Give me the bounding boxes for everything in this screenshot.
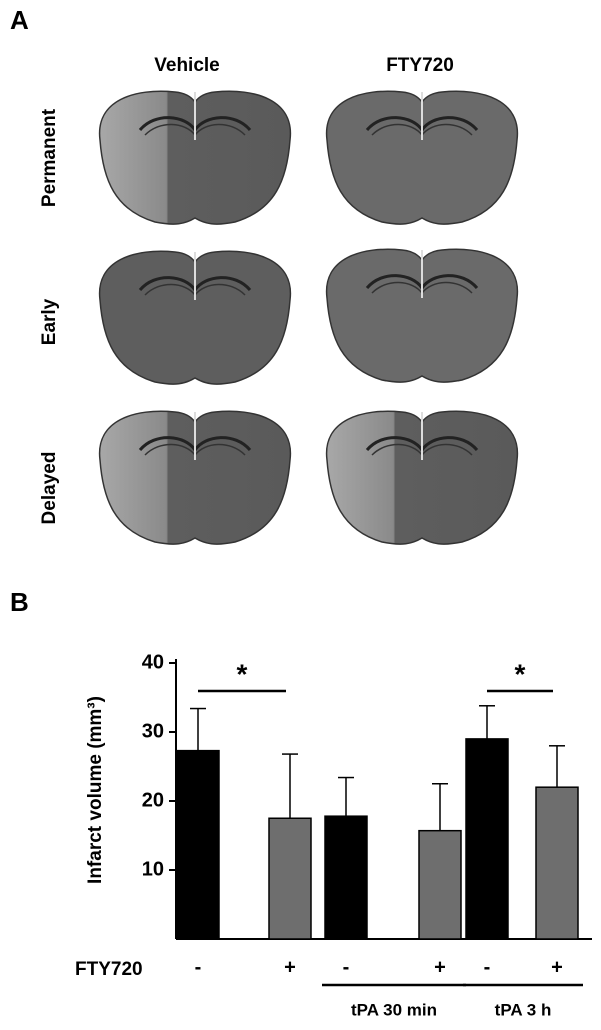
bar (465, 738, 509, 940)
panel-label: B (10, 587, 29, 617)
brain-image (325, 247, 519, 384)
y-tick-label: 30 (142, 720, 164, 742)
x-tick-label: - (484, 956, 491, 978)
row-label: FTY720 (75, 959, 143, 980)
group-label: tPA 3 h (495, 1000, 552, 1019)
row-label: Permanent (39, 108, 60, 207)
y-axis-label: Infarct volume (mm³) (85, 696, 106, 884)
y-tick-label: 20 (142, 789, 164, 811)
row-label: Delayed (39, 452, 60, 525)
x-tick-label: + (284, 956, 296, 978)
column-label: Vehicle (154, 55, 220, 76)
bar (176, 749, 220, 940)
y-tick-label: 40 (142, 651, 164, 673)
y-tick-label: 10 (142, 858, 164, 880)
significance-mark: * (515, 658, 526, 689)
group-label: tPA 30 min (351, 1000, 437, 1019)
brain-image (98, 249, 292, 386)
bar (268, 817, 312, 940)
brain-image (325, 409, 519, 546)
x-tick-label: + (434, 956, 446, 978)
brain-image (98, 409, 292, 546)
panel-label: A (10, 5, 29, 35)
brain-image (325, 89, 519, 226)
bar (324, 815, 368, 940)
column-label: FTY720 (386, 55, 454, 76)
row-label: Early (39, 298, 60, 345)
x-tick-label: - (195, 956, 202, 978)
bar (418, 829, 462, 940)
significance-mark: * (237, 658, 248, 689)
brain-image (98, 89, 292, 226)
x-tick-label: + (551, 956, 563, 978)
x-tick-label: - (343, 956, 350, 978)
bar (535, 786, 579, 940)
